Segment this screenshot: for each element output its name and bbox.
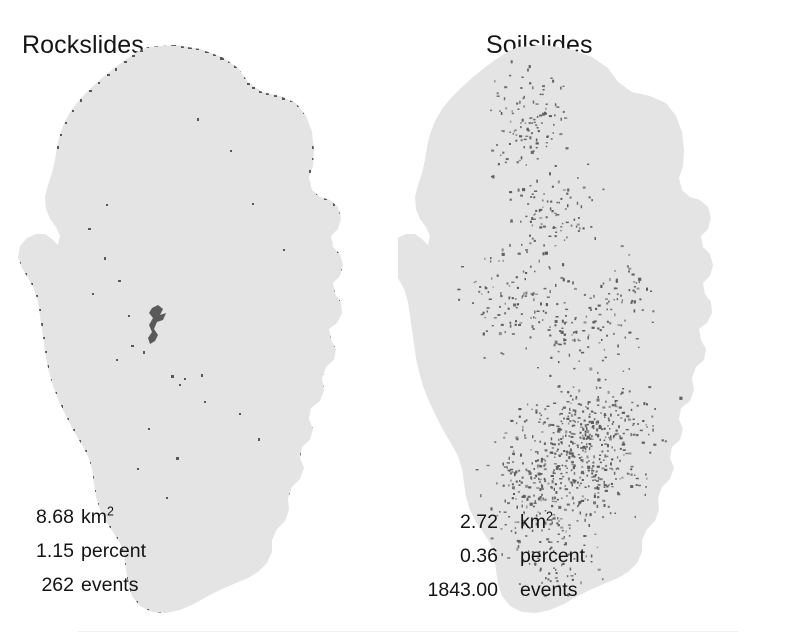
stat-row: 1843.00 events — [410, 573, 585, 607]
map-soilslides — [398, 45, 713, 613]
island-landmass-rockslides — [18, 45, 343, 613]
stat-value-events: 1843.00 — [427, 579, 499, 601]
stat-row: 1.15 percent — [20, 534, 146, 568]
stat-value-percent: 1.15 — [36, 540, 74, 562]
superscript: 2 — [107, 504, 114, 519]
stat-value-events: 262 — [41, 574, 74, 596]
stat-label-percent: percent — [81, 540, 147, 562]
stat-label-events: events — [81, 574, 139, 596]
stat-value-percent: 0.36 — [460, 545, 498, 567]
stat-row: 0.36 percent — [410, 539, 585, 573]
stat-label-events: events — [520, 579, 578, 601]
stat-row: 2.72 km2 — [410, 505, 585, 539]
stat-label-percent: percent — [520, 545, 586, 567]
panel-rockslides: Rockslides — [18, 30, 343, 613]
stat-label-area: km2 — [81, 504, 114, 528]
panel-title-rockslides: Rockslides — [22, 30, 144, 59]
stat-row: 8.68 km2 — [20, 500, 146, 534]
stat-label-area: km2 — [520, 509, 553, 533]
stat-value-area: 2.72 — [460, 511, 498, 533]
island-landmass-soilslides — [398, 45, 713, 613]
stats-soilslides: 2.72 km2 0.36 percent 1843.00 events — [410, 505, 586, 607]
superscript: 2 — [546, 509, 553, 524]
panel-soilslides: Soilslides 2.72 km2 0.36 percent — [398, 0, 796, 635]
footer-divider — [78, 631, 738, 632]
event-markers-soilslides — [457, 60, 683, 610]
stat-value-area: 8.68 — [36, 506, 74, 528]
map-rockslides — [18, 45, 343, 613]
stats-rockslides: 8.68 km2 1.15 percent 262 events — [20, 500, 146, 602]
stat-row: 262 events — [20, 568, 146, 602]
